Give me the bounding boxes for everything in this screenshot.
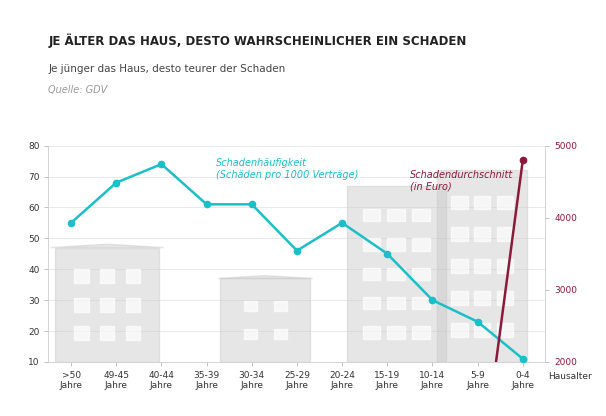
Bar bbox=[474, 196, 490, 209]
Text: Quelle: GDV: Quelle: GDV bbox=[48, 85, 108, 95]
Bar bbox=[55, 248, 159, 362]
Text: Schadendurchschnitt
(in Euro): Schadendurchschnitt (in Euro) bbox=[410, 170, 513, 192]
Bar bbox=[362, 209, 381, 221]
Bar bbox=[362, 267, 381, 280]
Bar bbox=[451, 323, 468, 337]
Bar bbox=[451, 228, 468, 241]
Bar bbox=[100, 269, 115, 283]
Bar bbox=[387, 238, 405, 251]
Bar bbox=[496, 323, 513, 337]
Bar bbox=[274, 301, 287, 311]
Bar bbox=[220, 278, 310, 362]
Bar bbox=[126, 298, 141, 312]
Bar bbox=[496, 196, 513, 209]
Text: Hausalter: Hausalter bbox=[548, 372, 592, 381]
Bar bbox=[412, 297, 430, 310]
Bar bbox=[412, 327, 430, 339]
Bar bbox=[126, 269, 141, 283]
Bar bbox=[362, 327, 381, 339]
Bar bbox=[474, 323, 490, 337]
Bar bbox=[387, 327, 405, 339]
Bar bbox=[74, 269, 88, 283]
Bar bbox=[496, 291, 513, 305]
Bar bbox=[362, 238, 381, 251]
Bar bbox=[474, 260, 490, 273]
Bar bbox=[412, 238, 430, 251]
Bar bbox=[496, 228, 513, 241]
Bar bbox=[496, 260, 513, 273]
Bar bbox=[274, 329, 287, 339]
Bar bbox=[126, 327, 141, 340]
Text: JE ÄLTER DAS HAUS, DESTO WAHRSCHEINLICHER EIN SCHADEN: JE ÄLTER DAS HAUS, DESTO WAHRSCHEINLICHE… bbox=[48, 33, 467, 48]
Bar bbox=[74, 298, 88, 312]
Bar bbox=[451, 196, 468, 209]
Bar bbox=[74, 327, 88, 340]
Bar bbox=[474, 228, 490, 241]
Bar bbox=[362, 297, 381, 310]
Bar bbox=[387, 297, 405, 310]
Bar bbox=[387, 209, 405, 221]
Text: Je jünger das Haus, desto teurer der Schaden: Je jünger das Haus, desto teurer der Sch… bbox=[48, 64, 286, 74]
Bar bbox=[412, 267, 430, 280]
Polygon shape bbox=[218, 276, 313, 278]
Bar bbox=[244, 301, 256, 311]
Bar bbox=[451, 260, 468, 273]
Bar bbox=[412, 209, 430, 221]
Bar bbox=[244, 329, 256, 339]
Bar bbox=[100, 327, 115, 340]
Bar bbox=[437, 170, 527, 362]
Bar bbox=[387, 267, 405, 280]
Bar bbox=[100, 298, 115, 312]
Bar bbox=[474, 291, 490, 305]
Text: Schadenhäufigkeit
(Schäden pro 1000 Verträge): Schadenhäufigkeit (Schäden pro 1000 Vert… bbox=[216, 158, 358, 180]
Bar bbox=[347, 186, 446, 362]
Bar bbox=[451, 291, 468, 305]
Polygon shape bbox=[51, 244, 164, 248]
